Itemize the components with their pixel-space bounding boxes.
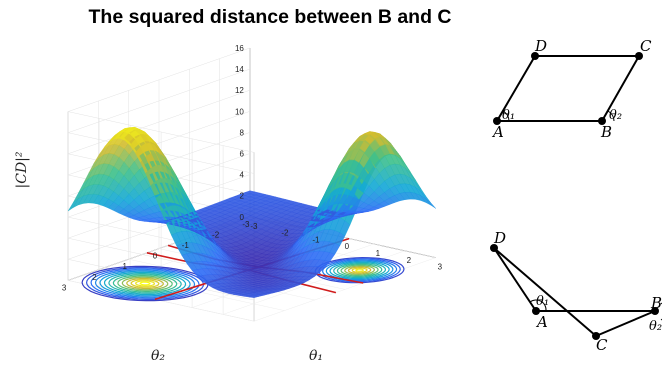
contour-ring (336, 263, 383, 278)
contour-ring (108, 273, 182, 294)
crossed-linkage-bars (493, 247, 656, 338)
vertex-label-c: C (640, 37, 652, 55)
theta2-tick-label: 1 (122, 262, 127, 271)
crossed-linkage-diagram: A B C D θ₁ θ₂ (490, 229, 662, 354)
surface-patch (425, 198, 437, 209)
theta1-tick-label: -2 (281, 229, 289, 238)
vertex-label-a: A (491, 123, 504, 141)
chart-title: The squared distance between B and C (88, 6, 452, 28)
theta1-tick-label: 3 (438, 263, 443, 272)
contour-ring (130, 279, 160, 288)
vertex-label-d: D (534, 37, 547, 55)
crossed-vertex-label-c: C (596, 336, 608, 354)
theta2-tick-label: 0 (153, 252, 158, 261)
surface-mesh (67, 127, 437, 298)
contour-ring (85, 266, 205, 300)
theta2-tick-label: -2 (212, 230, 220, 239)
theta1-angle-arc (502, 110, 510, 122)
theta2-angle-arc (607, 110, 615, 122)
z-tick-label: 16 (235, 44, 244, 53)
joint-a (493, 117, 501, 125)
z-tick-label: 8 (239, 128, 244, 137)
z-axis-label: |CD|² (14, 151, 30, 188)
z-tick-label: 6 (239, 150, 244, 159)
z-tick-label: 12 (235, 86, 244, 95)
crossed-joint-a (532, 307, 540, 315)
contour-ring (94, 269, 196, 298)
theta2-tick-label: 2 (92, 273, 97, 282)
z-tick-label: 0 (239, 213, 244, 222)
contour-ring (351, 267, 368, 273)
joint-b (598, 117, 606, 125)
vertex-label-b: B (600, 123, 612, 141)
contour-ring (117, 275, 173, 292)
crossed-joint-c (592, 332, 600, 340)
angle-label-theta2: θ₂ (609, 108, 622, 123)
crossed-joint-d (490, 244, 498, 252)
z-tick-label: 14 (235, 65, 244, 74)
contour-ring (126, 277, 164, 290)
z-tick-label: 4 (239, 171, 244, 180)
joint-d (531, 52, 539, 60)
crossed-angle-label-theta2: θ₂ (649, 319, 662, 334)
theta1-tick-label: 0 (345, 242, 350, 251)
theta1-tick-label: -3 (250, 222, 258, 231)
theta1-axis-label: θ₁ (309, 348, 323, 364)
crossed-vertex-label-a: A (535, 313, 548, 331)
contour-ring (340, 264, 379, 276)
angle-label-theta1: θ₁ (502, 108, 515, 123)
contour-ring (112, 274, 178, 293)
z-tick-label: 2 (239, 192, 244, 201)
crossed-vertex-label-d: D (493, 229, 506, 247)
contour-ring (99, 270, 191, 297)
crossed-vertex-label-b: B (650, 294, 662, 312)
theta1-tick-label: 1 (376, 249, 381, 258)
parallelogram-diagram: A B C D θ₁ θ₂ (491, 37, 652, 141)
theta2-tick-label: -3 (242, 220, 250, 229)
contour-ring (103, 271, 187, 296)
grid-line (254, 257, 436, 322)
contour-ring (344, 265, 375, 276)
crossed-joint-b (651, 307, 659, 315)
theta2-axis-label: θ₂ (151, 348, 165, 364)
theta1-tick-label: 2 (407, 256, 412, 265)
contour-ring (135, 280, 156, 287)
contour-ring (325, 260, 394, 281)
contour-ring (333, 262, 386, 279)
joint-c (635, 52, 643, 60)
contour-ring (121, 276, 169, 291)
contour-ring (90, 268, 200, 299)
theta2-tick-label: -1 (182, 241, 190, 250)
contour-ring (347, 266, 372, 274)
contour-ring (139, 281, 151, 286)
contour-ring (355, 268, 364, 272)
z-tick-label: 10 (235, 107, 244, 116)
crossed-theta1-arc (529, 299, 547, 312)
theta1-tick-label: -1 (312, 235, 320, 244)
crossed-angle-label-theta1: θ₁ (536, 294, 549, 309)
theta2-tick-label: 3 (62, 283, 67, 292)
contour-ring (329, 261, 390, 280)
